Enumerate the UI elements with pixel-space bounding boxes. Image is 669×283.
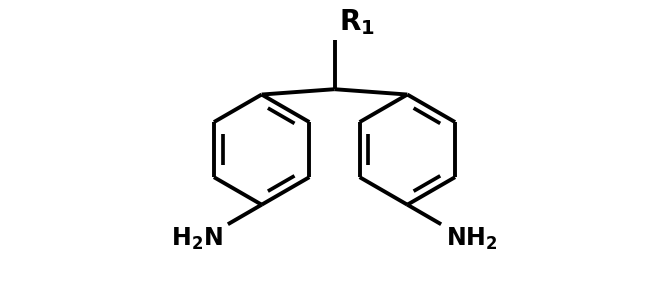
Text: $\mathbf{H_2N}$: $\mathbf{H_2N}$: [171, 226, 223, 252]
Text: $\mathbf{R_1}$: $\mathbf{R_1}$: [339, 7, 375, 37]
Text: $\mathbf{NH_2}$: $\mathbf{NH_2}$: [446, 226, 498, 252]
